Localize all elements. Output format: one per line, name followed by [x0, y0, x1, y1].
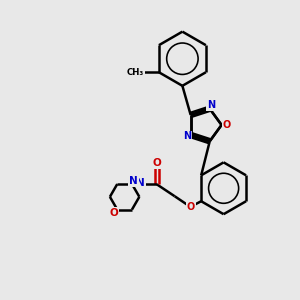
- Text: O: O: [223, 120, 231, 130]
- Text: N: N: [136, 178, 145, 188]
- Text: N: N: [129, 176, 138, 186]
- Text: O: O: [153, 158, 161, 168]
- Text: O: O: [187, 202, 195, 212]
- Text: O: O: [110, 208, 119, 218]
- Text: CH₃: CH₃: [127, 68, 144, 77]
- Text: N: N: [183, 131, 191, 142]
- Text: N: N: [207, 100, 215, 110]
